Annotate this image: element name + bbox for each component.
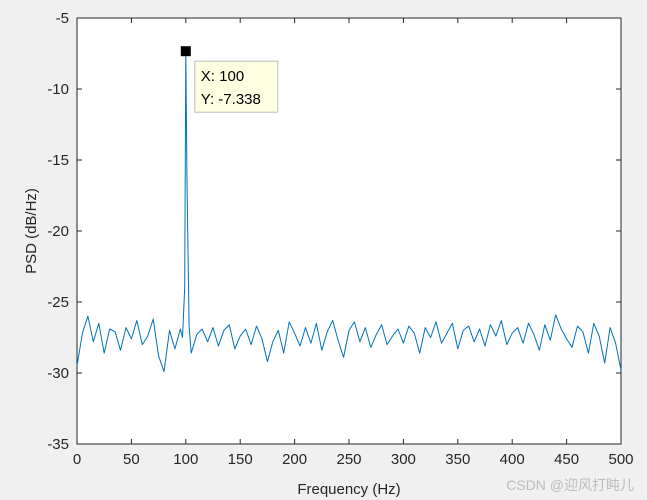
y-tick-label: -10 bbox=[47, 81, 69, 98]
y-axis: -5 -10 -15 -20 -25 -30 -35 bbox=[47, 10, 621, 453]
series-layer bbox=[76, 50, 622, 373]
x-axis: 0 50 100 150 200 250 300 350 400 450 500 bbox=[73, 18, 634, 468]
y-tick-label: -35 bbox=[47, 436, 69, 453]
datatip[interactable]: X: 100 Y: -7.338 bbox=[180, 46, 279, 113]
watermark: CSDN @迎风打盹儿 bbox=[506, 477, 634, 493]
x-tick-label: 150 bbox=[228, 451, 253, 468]
x-tick-label: 400 bbox=[500, 451, 525, 468]
y-axis-label: PSD (dB/Hz) bbox=[23, 188, 40, 274]
y-tick-label: -5 bbox=[56, 10, 69, 27]
x-tick-label: 50 bbox=[123, 451, 140, 468]
x-tick-label: 200 bbox=[282, 451, 307, 468]
y-tick-label: -20 bbox=[47, 223, 69, 240]
y-tick-label: -25 bbox=[47, 294, 69, 311]
datatip-marker[interactable] bbox=[180, 46, 191, 57]
datatip-box bbox=[194, 60, 279, 113]
x-tick-label: 250 bbox=[336, 451, 361, 468]
x-tick-label: 100 bbox=[173, 451, 198, 468]
y-tick-label: -15 bbox=[47, 152, 69, 169]
x-tick-label: 0 bbox=[73, 451, 81, 468]
plot-area bbox=[76, 17, 622, 445]
psd-line bbox=[76, 50, 622, 373]
x-tick-label: 450 bbox=[554, 451, 579, 468]
x-tick-label: 350 bbox=[445, 451, 470, 468]
x-tick-label: 500 bbox=[608, 451, 633, 468]
x-tick-label: 300 bbox=[391, 451, 416, 468]
datatip-y-label: Y: -7.338 bbox=[201, 91, 261, 108]
x-axis-label: Frequency (Hz) bbox=[297, 481, 400, 498]
y-tick-label: -30 bbox=[47, 365, 69, 382]
datatip-x-label: X: 100 bbox=[201, 68, 244, 85]
